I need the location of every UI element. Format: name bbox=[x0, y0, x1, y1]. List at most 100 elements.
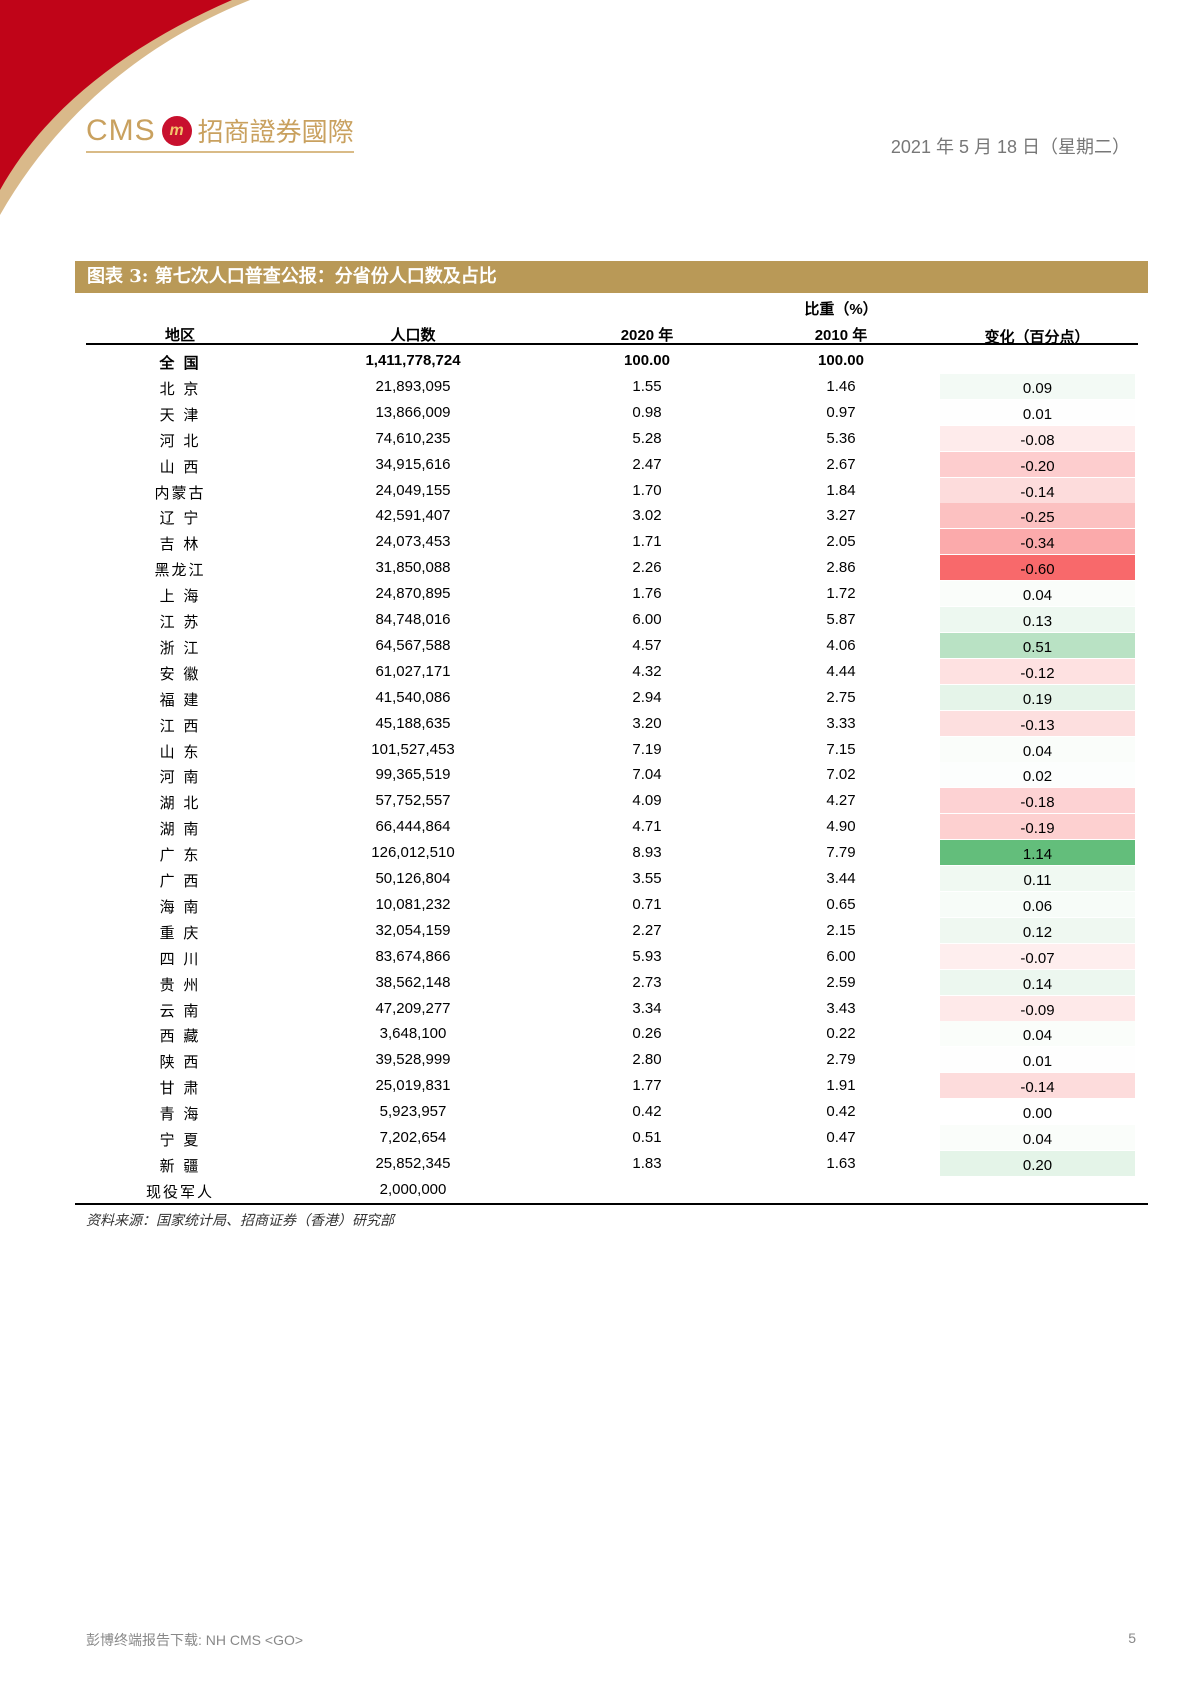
cell-y2010: 2.86 bbox=[826, 559, 856, 577]
change-value: -0.34 bbox=[1020, 535, 1055, 553]
cell-population: 74,610,235 bbox=[375, 429, 451, 447]
cell-change: 0.04 bbox=[940, 581, 1135, 607]
page-number: 5 bbox=[1128, 1630, 1136, 1646]
cell-region: 四 川 bbox=[159, 949, 201, 968]
cell-y2010: 100.00 bbox=[818, 352, 864, 369]
cell-change: 0.20 bbox=[940, 1150, 1135, 1176]
cell-y2010: 4.06 bbox=[826, 636, 856, 654]
change-value: -0.60 bbox=[1020, 561, 1055, 579]
cell-y2020: 2.94 bbox=[632, 688, 662, 706]
cell-change: 0.14 bbox=[940, 969, 1135, 995]
cell-region: 江 西 bbox=[159, 716, 201, 735]
cell-y2020: 1.76 bbox=[632, 585, 662, 603]
change-value: -0.14 bbox=[1020, 1079, 1055, 1097]
cell-population: 50,126,804 bbox=[375, 870, 451, 887]
cell-region: 湖 南 bbox=[159, 820, 201, 839]
population-header: 人口数 bbox=[390, 327, 436, 344]
cell-y2010: 2.15 bbox=[826, 921, 856, 939]
cell-y2010: 4.44 bbox=[826, 662, 856, 680]
cell-region: 山 西 bbox=[159, 457, 201, 476]
cell-population: 38,562,148 bbox=[375, 973, 451, 991]
cell-change bbox=[940, 348, 1135, 373]
cell-change: 0.13 bbox=[940, 607, 1135, 632]
cell-y2020: 4.57 bbox=[632, 636, 662, 654]
table-row: 吉 林 24,073,453 1.71 2.05 -0.34 bbox=[0, 529, 1200, 555]
table-row: 贵 州 38,562,148 2.73 2.59 0.14 bbox=[0, 969, 1200, 996]
cell-y2020: 3.55 bbox=[632, 870, 662, 887]
cell-change: -0.12 bbox=[940, 658, 1135, 684]
table-row: 湖 北 57,752,557 4.09 4.27 -0.18 bbox=[0, 788, 1200, 814]
cell-change: -0.60 bbox=[940, 555, 1135, 581]
cell-population: 41,540,086 bbox=[375, 688, 451, 706]
table-row: 新 疆 25,852,345 1.83 1.63 0.20 bbox=[0, 1150, 1200, 1177]
cell-y2020: 3.34 bbox=[632, 999, 662, 1017]
logo-cn: 招商證券國際 bbox=[197, 118, 354, 148]
table-bottom-rule bbox=[75, 1203, 1148, 1205]
change-value: 0.13 bbox=[1022, 613, 1053, 630]
change-value: 0.11 bbox=[1023, 872, 1052, 889]
cell-region: 广 西 bbox=[159, 872, 201, 890]
cell-y2010: 2.67 bbox=[826, 455, 856, 473]
table-row: 山 西 34,915,616 2.47 2.67 -0.20 bbox=[0, 451, 1200, 478]
cell-region: 重 庆 bbox=[159, 923, 201, 942]
change-value: 0.01 bbox=[1022, 405, 1053, 423]
cell-population: 45,188,635 bbox=[375, 714, 451, 732]
change-value: 0.09 bbox=[1022, 379, 1053, 397]
cell-region: 北 京 bbox=[159, 379, 201, 398]
cell-y2020: 4.71 bbox=[632, 818, 662, 836]
cell-region: 广 东 bbox=[159, 846, 201, 865]
cell-population: 84,748,016 bbox=[375, 611, 451, 628]
cell-y2020: 2.73 bbox=[632, 973, 662, 991]
cell-change: -0.14 bbox=[940, 1073, 1135, 1099]
cell-change: 0.04 bbox=[940, 1125, 1135, 1150]
cell-region: 现役军人 bbox=[145, 1182, 214, 1201]
cell-y2010: 0.42 bbox=[826, 1103, 856, 1121]
change-value: -0.25 bbox=[1020, 509, 1055, 527]
cell-y2010: 1.84 bbox=[826, 481, 856, 499]
cell-population: 5,923,957 bbox=[379, 1103, 447, 1121]
change-value: 0.01 bbox=[1022, 1053, 1053, 1071]
table-row: 云 南 47,209,277 3.34 3.43 -0.09 bbox=[0, 995, 1200, 1022]
cell-region: 黑龙江 bbox=[154, 561, 206, 580]
cell-y2010: 1.91 bbox=[826, 1077, 856, 1095]
cell-population: 32,054,159 bbox=[375, 921, 451, 939]
cell-change: 0.06 bbox=[940, 891, 1135, 917]
cell-y2020: 0.42 bbox=[632, 1103, 662, 1121]
cell-y2020: 4.09 bbox=[632, 792, 662, 810]
table-row: 海 南 10,081,232 0.71 0.65 0.06 bbox=[0, 891, 1200, 918]
change-value: -0.19 bbox=[1020, 820, 1055, 838]
cell-change: -0.09 bbox=[940, 995, 1135, 1021]
cell-y2020: 2.27 bbox=[632, 921, 662, 939]
cell-y2020: 4.32 bbox=[632, 662, 662, 680]
cell-region: 云 南 bbox=[159, 1001, 201, 1020]
cell-change: 0.51 bbox=[940, 632, 1135, 658]
cell-y2010: 5.87 bbox=[826, 611, 856, 628]
cell-y2010: 7.79 bbox=[826, 844, 856, 862]
table-row: 山 东 101,527,453 7.19 7.15 0.04 bbox=[0, 736, 1200, 763]
table-row: 上 海 24,870,895 1.76 1.72 0.04 bbox=[0, 581, 1200, 607]
table-row: 江 西 45,188,635 3.20 3.33 -0.13 bbox=[0, 710, 1200, 737]
table-row: 内蒙古 24,049,155 1.70 1.84 -0.14 bbox=[0, 477, 1200, 504]
cell-population: 13,866,009 bbox=[375, 403, 451, 421]
cell-change: 0.19 bbox=[940, 684, 1135, 710]
cell-y2010: 0.97 bbox=[826, 403, 856, 421]
cell-y2010: 3.33 bbox=[826, 714, 856, 732]
cell-y2020: 2.47 bbox=[632, 455, 662, 473]
cell-y2010: 2.79 bbox=[826, 1051, 856, 1069]
cell-population: 25,019,831 bbox=[375, 1077, 451, 1095]
change-value: 0.06 bbox=[1022, 897, 1053, 915]
change-header: 变化（百分点） bbox=[984, 329, 1090, 346]
table-row: 浙 江 64,567,588 4.57 4.06 0.51 bbox=[0, 632, 1200, 659]
change-value: 0.04 bbox=[1022, 587, 1053, 605]
cell-y2010: 2.05 bbox=[826, 533, 856, 551]
change-value: 0.02 bbox=[1022, 768, 1053, 786]
cell-population: 47,209,277 bbox=[375, 999, 451, 1017]
table-row: 重 庆 32,054,159 2.27 2.15 0.12 bbox=[0, 917, 1200, 944]
table-row: 青 海 5,923,957 0.42 0.42 0.00 bbox=[0, 1099, 1200, 1125]
cell-region: 贵 州 bbox=[159, 975, 201, 994]
logo-emblem-icon: m bbox=[161, 115, 192, 146]
table-row: 江 苏 84,748,016 6.00 5.87 0.13 bbox=[0, 607, 1200, 633]
cell-region: 西 藏 bbox=[159, 1027, 201, 1046]
cell-population: 3,648,100 bbox=[379, 1025, 447, 1043]
cell-population: 24,049,155 bbox=[375, 481, 451, 499]
